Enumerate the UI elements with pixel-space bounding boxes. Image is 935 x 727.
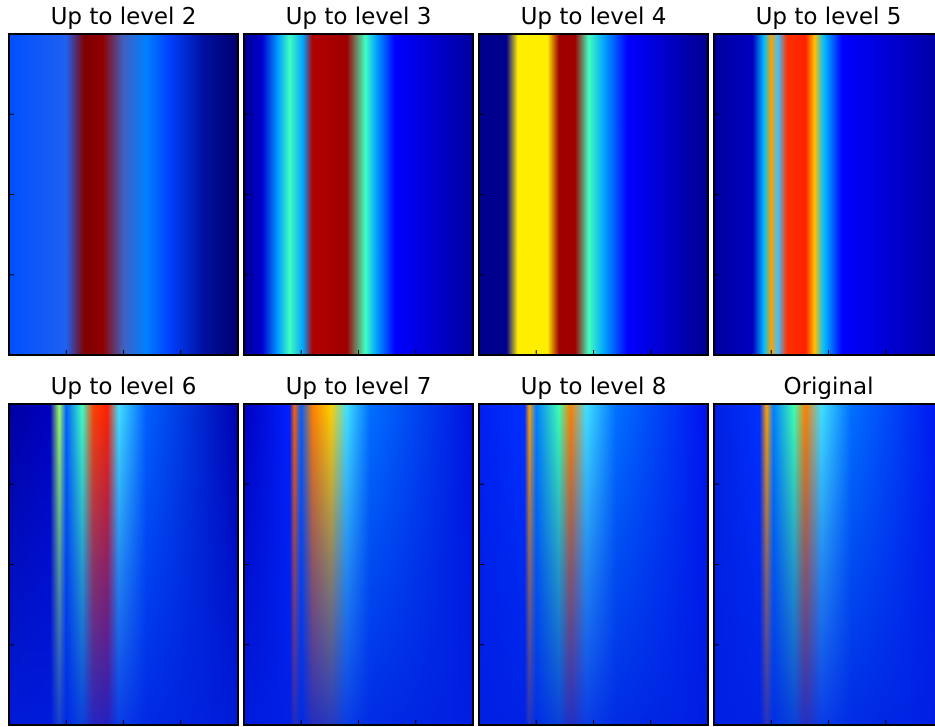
panel: Up to level 2 [8, 4, 239, 356]
panel-title: Up to level 8 [521, 374, 667, 400]
panel-title: Up to level 6 [51, 374, 197, 400]
panel: Up to level 8 [478, 374, 709, 726]
panel-title: Up to level 5 [756, 4, 902, 30]
heatmap [479, 34, 708, 355]
panel: Up to level 6 [8, 374, 239, 726]
panel-title: Up to level 7 [286, 374, 432, 400]
heatmap [714, 34, 935, 355]
panel-title: Up to level 4 [521, 4, 667, 30]
panel-title: Up to level 3 [286, 4, 432, 30]
panel: Up to level 7 [243, 374, 474, 726]
panel: Original [713, 374, 935, 726]
panel: Up to level 4 [478, 4, 709, 356]
heatmap-fade [244, 404, 473, 725]
heatmap-fade [9, 404, 238, 725]
panel-title: Original [783, 374, 873, 400]
panel: Up to level 5 [713, 4, 935, 356]
heatmap [9, 34, 238, 355]
panel: Up to level 3 [243, 4, 474, 356]
heatmap-fade [714, 404, 935, 725]
panels: Up to level 2 Up to level 3 Up to level 4 U… [8, 4, 935, 726]
heatmap-fade [479, 404, 708, 725]
panel-title: Up to level 2 [51, 4, 197, 30]
heatmap [244, 34, 473, 355]
